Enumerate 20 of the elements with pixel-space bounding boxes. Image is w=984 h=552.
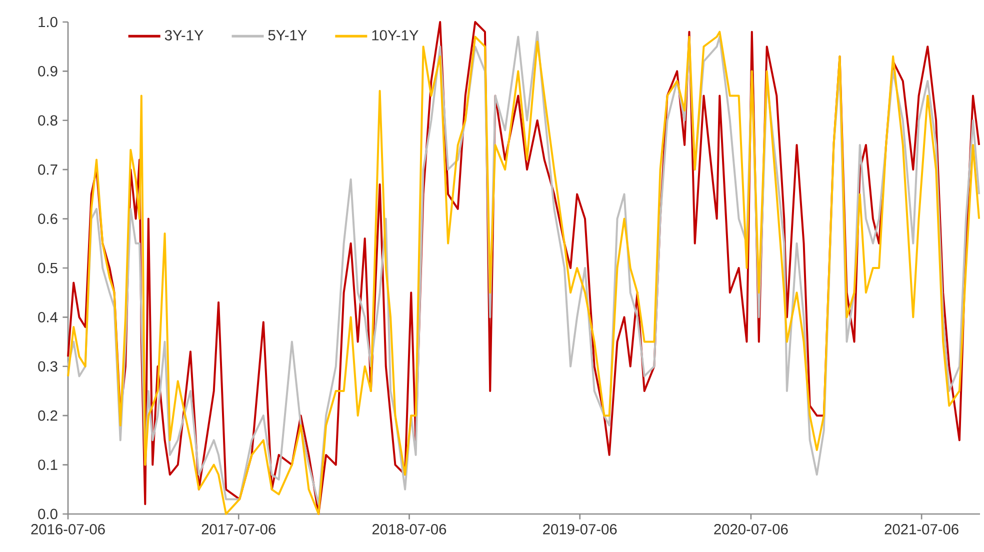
x-tick-label: 2019-07-06 <box>543 524 617 534</box>
x-tick-label: 2020-07-06 <box>714 524 788 534</box>
y-tick-label: 0.5 <box>38 262 58 274</box>
x-tick-label: 2016-07-06 <box>31 524 105 534</box>
legend-label: 5Y-1Y <box>268 30 307 40</box>
y-tick-label: 0.1 <box>38 460 58 470</box>
y-tick-label: 0.6 <box>38 214 58 224</box>
y-tick-label: 0.8 <box>38 115 58 126</box>
x-tick-label: 2021-07-06 <box>884 524 958 534</box>
y-tick-label: 0.7 <box>38 164 58 175</box>
x-tick-label: 2018-07-06 <box>372 524 446 534</box>
y-tick-label: 1.0 <box>38 16 58 28</box>
y-tick-label: 0.3 <box>38 361 58 372</box>
legend-label: 3Y-1Y <box>164 30 204 40</box>
y-tick-label: 0.4 <box>38 312 58 322</box>
legend-label: 10Y-1Y <box>372 30 418 40</box>
x-tick-label: 2017-07-06 <box>202 524 276 534</box>
y-tick-label: 0.2 <box>38 410 58 421</box>
y-tick-label: 0.9 <box>38 66 58 76</box>
y-tick-label: 0.0 <box>38 508 58 520</box>
